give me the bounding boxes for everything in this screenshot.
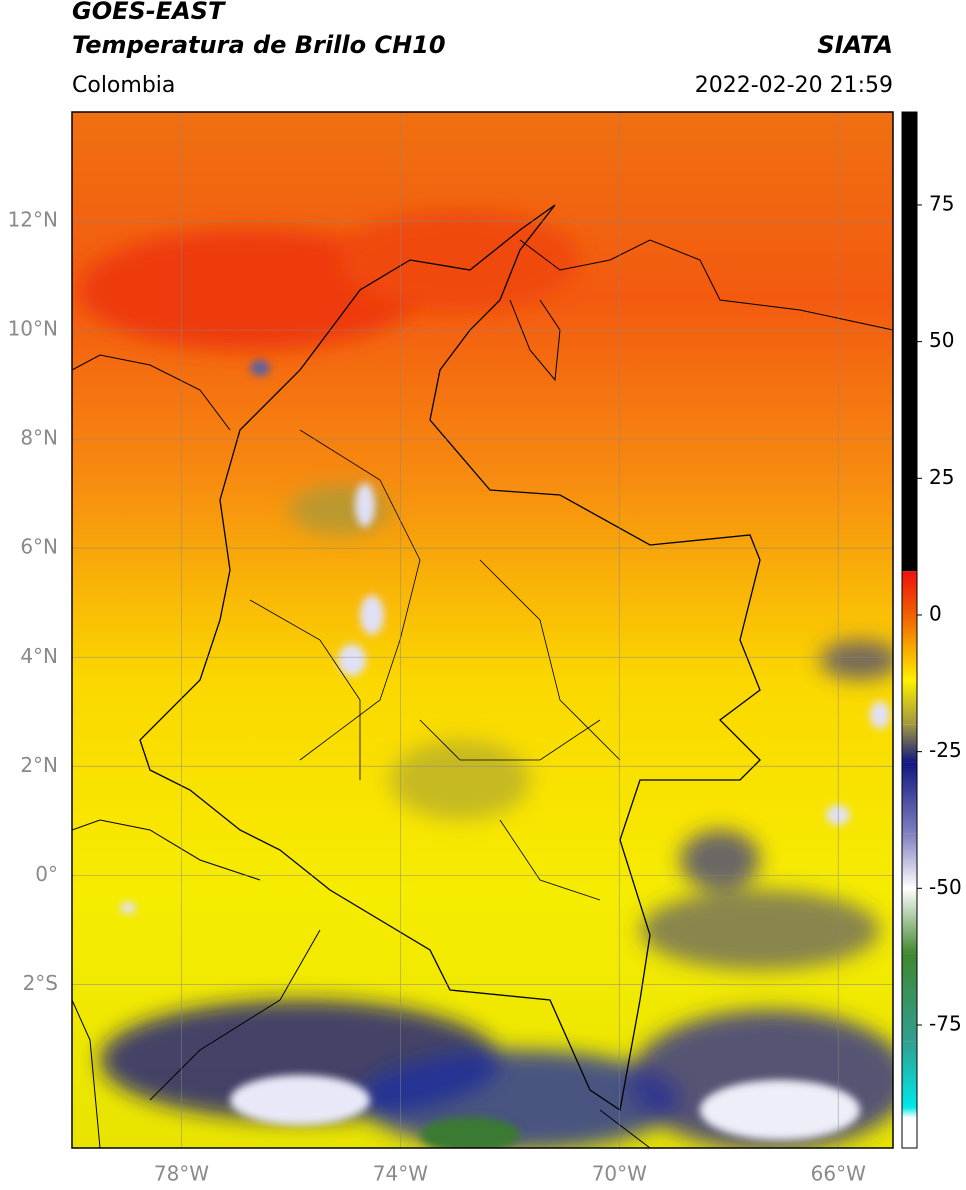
y-tick-label: 0°	[35, 862, 58, 886]
subtitle: Temperatura de Brillo CH10	[72, 31, 446, 59]
colorbar-segment	[902, 1106, 917, 1118]
timestamp: 2022-02-20 21:59	[695, 73, 893, 98]
y-tick-label: 4°N	[20, 644, 58, 668]
y-tick-label: 12°N	[8, 208, 58, 232]
x-tick-label: 78°W	[154, 1162, 209, 1186]
colorbar-segment	[902, 833, 917, 889]
x-tick-label: 70°W	[592, 1162, 647, 1186]
y-tick-label: 10°N	[8, 317, 58, 341]
colorbar-tick-label: 75	[929, 191, 954, 215]
department-borders	[249, 429, 621, 901]
warm-area	[340, 210, 580, 310]
colorbar-tick-label: 25	[929, 465, 954, 489]
colorbar-segment	[902, 112, 917, 572]
x-tick-label: 74°W	[373, 1162, 428, 1186]
colorbar-segment	[902, 953, 917, 1042]
colorbar-segment	[902, 888, 917, 954]
warm-area	[80, 230, 420, 350]
colorbar-segment	[902, 1117, 917, 1148]
title: GOES-EAST	[72, 0, 226, 25]
colorbar-tick-label: -50	[929, 875, 962, 899]
colorbar-segment	[902, 724, 917, 763]
borders-coastline	[72, 239, 893, 1148]
cold-cloud-tops	[120, 360, 890, 1148]
x-tick-label: 66°W	[811, 1162, 866, 1186]
y-tick-label: 8°N	[20, 426, 58, 450]
source: SIATA	[817, 31, 893, 59]
colorbar-segment	[902, 571, 917, 615]
map-image	[72, 112, 893, 1148]
y-tick-label: 6°N	[20, 535, 58, 559]
colorbar-tick-label: 0	[929, 601, 942, 625]
region: Colombia	[72, 73, 175, 98]
colorbar-tick-label: -75	[929, 1011, 962, 1035]
colorbar-tick-label: 50	[929, 328, 954, 352]
colorbar-segment	[902, 680, 917, 725]
country-border	[139, 204, 761, 1112]
colorbar-segment	[902, 1041, 917, 1107]
y-tick-label: 2°S	[23, 971, 58, 995]
colorbar-segment	[902, 762, 917, 834]
colorbar-frame	[901, 111, 918, 1149]
y-tick-label: 2°N	[20, 753, 58, 777]
colorbar-segment	[902, 614, 917, 681]
colorbar-tick-label: -25	[929, 738, 962, 762]
map-frame	[71, 111, 894, 1149]
